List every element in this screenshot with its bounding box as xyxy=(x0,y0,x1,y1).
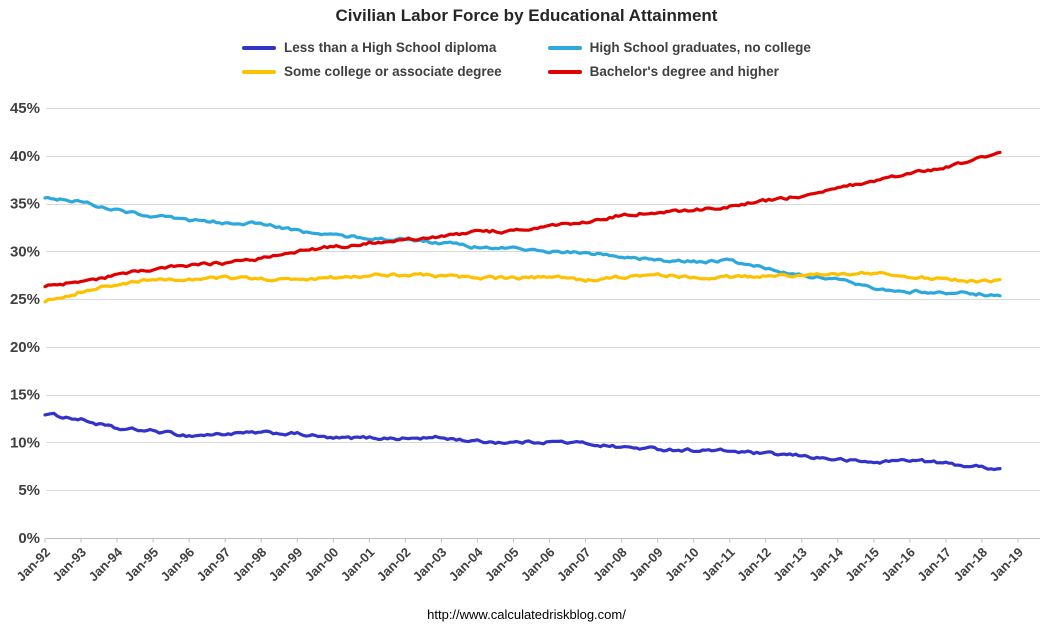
x-axis-tick-label: Jan-99 xyxy=(266,545,306,585)
legend-line-swatch-red xyxy=(547,69,582,74)
legend-line-swatch-cyan xyxy=(547,45,582,50)
y-axis-tick-label: 25% xyxy=(10,291,40,308)
x-axis-tick-label: Jan-94 xyxy=(85,544,125,584)
x-axis-tick-label: Jan-06 xyxy=(518,545,558,585)
y-axis-tick-label: 45% xyxy=(10,100,40,117)
x-axis-tick-label: Jan-05 xyxy=(482,545,522,585)
series-line-3 xyxy=(43,270,1002,304)
x-axis-tick-label: Jan-03 xyxy=(410,545,450,585)
x-axis-tick-label: Jan-16 xyxy=(878,545,918,585)
x-axis-tick-label: Jan-04 xyxy=(446,544,486,584)
y-axis-tick-label: 0% xyxy=(18,530,40,547)
series-line-4 xyxy=(43,150,1002,289)
source-url: http://www.calculatedriskblog.com/ xyxy=(427,607,626,622)
legend-label: Less than a High School diploma xyxy=(284,40,497,55)
chart-legend: Less than a High School diploma High Sch… xyxy=(0,40,1053,79)
x-axis-tick-label: Jan-98 xyxy=(230,545,270,585)
y-axis-tick-label: 30% xyxy=(10,243,40,260)
x-axis-tick-label: Jan-12 xyxy=(734,545,774,585)
legend-label: High School graduates, no college xyxy=(589,40,811,55)
x-axis-tick-label: Jan-92 xyxy=(13,545,53,585)
series-line-1 xyxy=(43,411,1002,472)
x-axis-tick-label: Jan-97 xyxy=(194,545,234,585)
x-axis-tick-label: Jan-95 xyxy=(121,545,161,585)
x-axis-tick-label: Jan-01 xyxy=(338,545,378,585)
y-axis-tick-label: 35% xyxy=(10,196,40,213)
x-axis-tick-label: Jan-14 xyxy=(806,544,846,584)
y-axis-tick-label: 5% xyxy=(18,482,40,499)
legend-item-bachelors: Bachelor's degree and higher xyxy=(547,64,811,79)
legend-label: Bachelor's degree and higher xyxy=(589,64,779,79)
y-axis-tick-label: 10% xyxy=(10,434,40,451)
legend-line-swatch-gold xyxy=(242,69,277,74)
x-axis-tick-label: Jan-07 xyxy=(554,545,594,585)
y-axis-tick-label: 20% xyxy=(10,339,40,356)
x-axis-tick-label: Jan-10 xyxy=(662,545,702,585)
x-axis-tick-label: Jan-18 xyxy=(950,545,990,585)
x-axis-tick-label: Jan-17 xyxy=(914,545,954,585)
series-line-2 xyxy=(43,195,1002,298)
x-axis-tick-label: Jan-15 xyxy=(842,545,882,585)
chart-title: Civilian Labor Force by Educational Atta… xyxy=(335,6,718,25)
legend-line-swatch-blue xyxy=(242,45,277,50)
legend-item-hs-graduates: High School graduates, no college xyxy=(547,40,811,55)
legend-item-some-college: Some college or associate degree xyxy=(242,64,502,79)
x-axis-tick-label: Jan-00 xyxy=(302,545,342,585)
x-axis-tick-label: Jan-19 xyxy=(986,545,1026,585)
x-axis-tick-label: Jan-11 xyxy=(699,545,738,584)
x-axis-tick-label: Jan-96 xyxy=(158,545,198,585)
y-axis-tick-label: 15% xyxy=(10,387,40,404)
legend-item-less-than-hs: Less than a High School diploma xyxy=(242,40,502,55)
y-axis-tick-label: 40% xyxy=(10,148,40,165)
x-axis-tick-label: Jan-02 xyxy=(374,545,414,585)
x-axis-tick-label: Jan-93 xyxy=(49,545,89,585)
x-axis-tick-label: Jan-09 xyxy=(626,545,666,585)
x-axis-tick-label: Jan-08 xyxy=(590,545,630,585)
legend-label: Some college or associate degree xyxy=(284,64,502,79)
x-axis-tick-label: Jan-13 xyxy=(770,545,810,585)
